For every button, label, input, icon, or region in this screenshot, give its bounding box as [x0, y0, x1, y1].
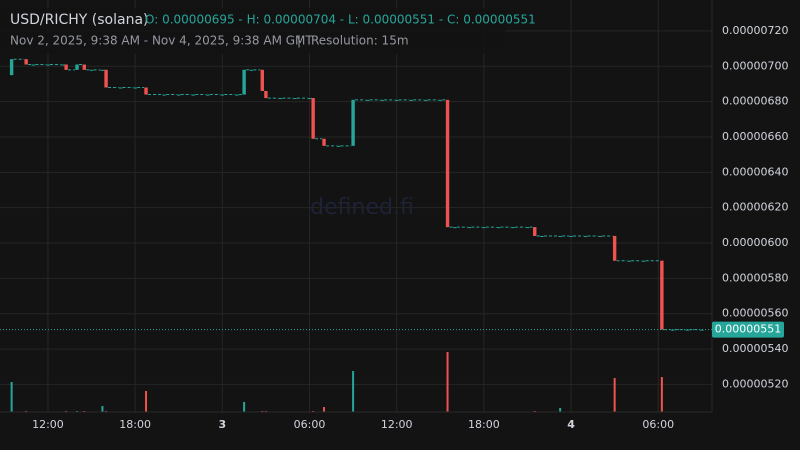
- candle-body: [311, 98, 315, 139]
- candle-body: [365, 99, 370, 101]
- candle-body: [307, 98, 312, 100]
- y-tick-label: 0.00000540: [722, 342, 788, 355]
- candle-body: [394, 99, 399, 101]
- candle-body: [380, 99, 384, 101]
- volume-bar: [101, 406, 104, 412]
- candle-body: [351, 99, 355, 146]
- candle-body: [438, 99, 442, 101]
- candle-body: [278, 98, 283, 100]
- candle-body: [64, 64, 68, 70]
- y-tick-label: 0.00000660: [722, 130, 788, 143]
- y-tick-label: 0.00000700: [722, 59, 788, 72]
- candle-body: [540, 235, 544, 237]
- candle-body: [75, 64, 79, 70]
- y-tick-label: 0.00000560: [722, 307, 788, 320]
- candle-body: [31, 64, 36, 66]
- candle-body: [260, 69, 264, 92]
- candle-body: [409, 99, 413, 101]
- y-tick-label: 0.00000600: [722, 236, 788, 249]
- volume-bar: [352, 371, 355, 412]
- candle-body: [264, 91, 268, 99]
- last-price-label: 0.00000551: [715, 323, 781, 336]
- candle-body: [191, 94, 195, 96]
- plot: [9, 58, 704, 412]
- candle-body: [453, 227, 457, 229]
- candle-body: [144, 87, 148, 95]
- volume-bar: [660, 377, 663, 412]
- x-tick-label: 12:00: [32, 418, 64, 431]
- y-tick-label: 0.00000520: [722, 377, 788, 390]
- separator: |: [297, 34, 301, 48]
- x-tick-label: 4: [567, 418, 575, 431]
- volume-bar: [559, 408, 562, 412]
- volume-bar: [243, 402, 246, 412]
- candle-body: [511, 227, 515, 229]
- candle-body: [104, 69, 108, 88]
- candle-body: [642, 260, 646, 262]
- candle-body: [133, 87, 137, 89]
- candle-body: [24, 59, 28, 65]
- candle-body: [467, 227, 472, 229]
- candle-body: [235, 94, 239, 96]
- candle-body: [89, 69, 94, 71]
- watermark: defined.fi: [310, 195, 414, 220]
- volume-bar: [145, 391, 148, 412]
- candle-body: [496, 227, 501, 229]
- candle-body: [569, 235, 573, 237]
- candle-body: [162, 94, 166, 96]
- x-tick-label: 3: [218, 418, 226, 431]
- candle-body: [336, 145, 341, 147]
- chart-title: USD/RICHY (solana): [10, 12, 149, 28]
- candle-body: [46, 64, 50, 66]
- candle-body: [322, 138, 326, 146]
- subtitle: Nov 2, 2025, 9:38 AM - Nov 4, 2025, 9:38…: [10, 34, 313, 48]
- x-tick-label: 12:00: [381, 418, 413, 431]
- candle-body: [82, 64, 86, 70]
- volume-bar: [10, 382, 13, 412]
- x-tick-label: 18:00: [119, 418, 151, 431]
- x-tick-label: 06:00: [294, 418, 326, 431]
- x-tick-label: 06:00: [642, 418, 674, 431]
- candle-body: [249, 69, 254, 71]
- candle-body: [660, 260, 664, 330]
- y-tick-label: 0.00000720: [722, 24, 788, 37]
- candle-body: [612, 235, 617, 261]
- candle-body: [627, 260, 631, 262]
- candle-body: [598, 235, 602, 237]
- resolution: Resolution: 15m: [311, 34, 409, 48]
- candle-body: [482, 227, 486, 229]
- candle-body: [583, 235, 588, 237]
- x-tick-label: 18:00: [468, 418, 500, 431]
- candle-body: [533, 227, 537, 236]
- candle-body: [60, 64, 65, 66]
- volume-bar: [323, 407, 326, 412]
- volume-bar: [613, 378, 616, 412]
- candle-body: [220, 94, 225, 96]
- candle-body: [177, 94, 181, 96]
- candle-body: [445, 99, 450, 228]
- y-tick-label: 0.00000640: [722, 165, 788, 178]
- candle-body: [525, 227, 530, 229]
- y-tick-label: 0.00000680: [722, 95, 788, 108]
- candle-body: [558, 235, 562, 237]
- candle-body: [9, 59, 14, 76]
- last-price-box: [712, 321, 784, 338]
- candle-body: [100, 69, 105, 71]
- y-tick-label: 0.00000580: [722, 271, 788, 284]
- candle-body: [293, 98, 297, 100]
- ohlc-label: O: 0.00000695 - H: 0.00000704 - L: 0.000…: [145, 13, 536, 27]
- candle-body: [424, 99, 428, 101]
- y-tick-label: 0.00000620: [722, 201, 788, 214]
- header-bg: [0, 8, 505, 54]
- candle-body: [118, 87, 123, 89]
- candle-body: [206, 94, 210, 96]
- candle-body: [242, 69, 246, 95]
- candle-body: [700, 329, 704, 331]
- volume-bar: [446, 352, 449, 412]
